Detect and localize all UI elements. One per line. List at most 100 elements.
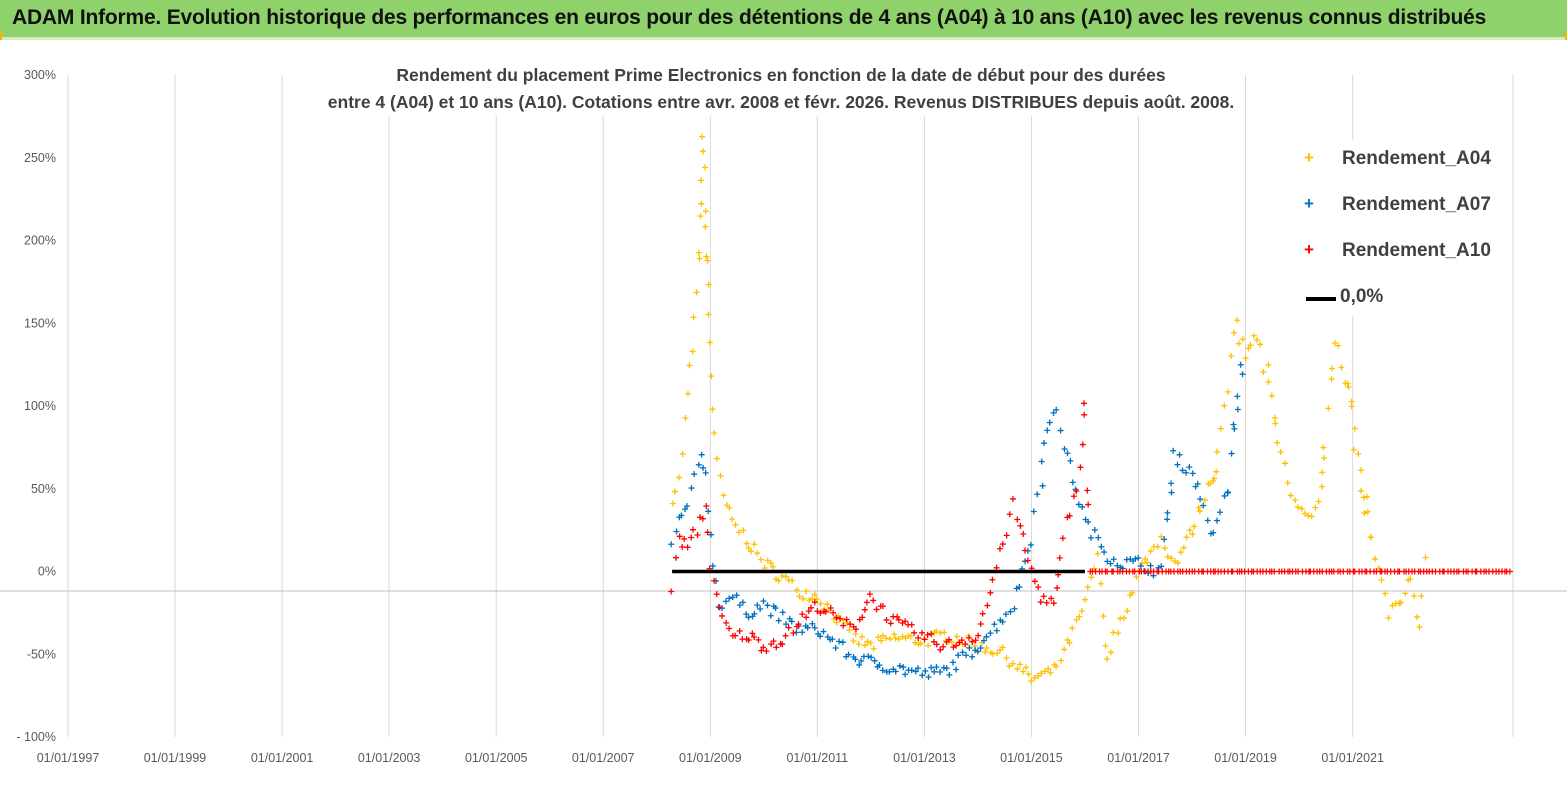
point-rendement-a07	[912, 668, 919, 675]
point-rendement-a04	[1017, 661, 1024, 668]
point-rendement-a04	[1078, 608, 1085, 615]
point-rendement-a04	[846, 627, 853, 634]
legend-item-a10: + Rendement_A10	[1282, 240, 1498, 264]
point-rendement-a10	[726, 625, 733, 632]
point-rendement-a10	[953, 642, 960, 649]
point-rendement-a07	[729, 594, 736, 601]
point-rendement-a07	[865, 653, 872, 660]
point-rendement-a04	[758, 556, 765, 563]
point-rendement-a07	[736, 602, 743, 609]
point-rendement-a04	[796, 593, 803, 600]
point-rendement-a04	[1418, 593, 1425, 600]
point-rendement-a07	[1204, 517, 1211, 524]
point-rendement-a07	[695, 461, 702, 468]
point-rendement-a10	[822, 608, 829, 615]
x-tick-label: 01/01/2007	[572, 751, 635, 765]
point-rendement-a04	[1142, 555, 1149, 562]
point-rendement-a07	[1110, 556, 1117, 563]
point-rendement-a07	[1237, 361, 1244, 368]
point-rendement-a07	[1164, 516, 1171, 523]
point-rendement-a10	[699, 515, 706, 522]
point-rendement-a10	[830, 609, 837, 616]
point-rendement-a07	[700, 464, 707, 471]
point-rendement-a04	[713, 455, 720, 462]
chart-title: Rendement du placement Prime Electronics…	[322, 62, 1240, 116]
point-rendement-a10	[790, 629, 797, 636]
point-rendement-a04	[789, 577, 796, 584]
point-rendement-a04	[875, 634, 882, 641]
y-tick-label: 200%	[24, 234, 56, 248]
point-rendement-a04	[669, 500, 676, 507]
point-rendement-a10	[758, 647, 765, 654]
point-rendement-a04	[775, 577, 782, 584]
point-rendement-a07	[678, 512, 685, 519]
point-rendement-a07	[983, 633, 990, 640]
point-rendement-a04	[941, 629, 948, 636]
point-rendement-a07	[1057, 427, 1064, 434]
point-rendement-a04	[1416, 624, 1423, 631]
point-rendement-a10	[979, 610, 986, 617]
x-tick-label: 01/01/2015	[1000, 751, 1063, 765]
point-rendement-a10	[668, 588, 675, 595]
point-rendement-a04	[1302, 510, 1309, 517]
point-rendement-a04	[1006, 663, 1013, 670]
point-rendement-a04	[720, 492, 727, 499]
point-rendement-a10	[723, 619, 730, 626]
point-rendement-a04	[1321, 455, 1328, 462]
point-rendement-a07	[1087, 534, 1094, 541]
point-rendement-a04	[1177, 549, 1184, 556]
point-rendement-a10	[1073, 488, 1080, 495]
point-rendement-a10	[859, 614, 866, 621]
point-rendement-a07	[702, 469, 709, 476]
point-rendement-a04	[705, 311, 712, 318]
point-rendement-a10	[1054, 584, 1061, 591]
point-rendement-a07	[928, 664, 935, 671]
point-rendement-a10	[911, 629, 918, 636]
point-rendement-a07	[811, 624, 818, 631]
point-rendement-a10	[975, 632, 982, 639]
point-rendement-a10	[672, 554, 679, 561]
point-rendement-a04	[745, 545, 752, 552]
point-rendement-a07	[1164, 509, 1171, 516]
point-rendement-a04	[1073, 616, 1080, 623]
point-rendement-a10	[1059, 535, 1066, 542]
point-rendement-a04	[1358, 487, 1365, 494]
point-rendement-a04	[1028, 678, 1035, 685]
point-rendement-a10	[1080, 400, 1087, 407]
point-rendement-a04	[689, 348, 696, 355]
point-rendement-a04	[679, 450, 686, 457]
point-rendement-a04	[684, 390, 691, 397]
point-rendement-a04	[806, 597, 813, 604]
point-rendement-a04	[1094, 550, 1101, 557]
point-rendement-a04	[1066, 639, 1073, 646]
x-tick-label: 01/01/2013	[893, 751, 956, 765]
point-rendement-a10	[1031, 578, 1038, 585]
point-rendement-a07	[1216, 509, 1223, 516]
point-rendement-a04	[953, 633, 960, 640]
point-rendement-a07	[788, 618, 795, 625]
point-rendement-a10	[1006, 511, 1013, 518]
point-rendement-a07	[1064, 450, 1071, 457]
point-rendement-a10	[945, 636, 952, 643]
point-rendement-a07	[743, 611, 750, 618]
point-rendement-a04	[1364, 508, 1371, 515]
point-rendement-a10	[751, 633, 758, 640]
point-rendement-a04	[1265, 378, 1272, 385]
x-tick-label: 01/01/1997	[37, 751, 100, 765]
point-rendement-a07	[959, 649, 966, 656]
point-rendement-a07	[722, 598, 729, 605]
point-rendement-a07	[767, 612, 774, 619]
y-tick-label: 50%	[31, 482, 56, 496]
point-rendement-a10	[704, 529, 711, 536]
point-rendement-a04	[1221, 402, 1228, 409]
point-rendement-a04	[1103, 656, 1110, 663]
point-rendement-a04	[1382, 590, 1389, 597]
point-rendement-a07	[1176, 451, 1183, 458]
point-rendement-a07	[1075, 501, 1082, 508]
point-rendement-a04	[1358, 467, 1365, 474]
point-rendement-a04	[1009, 660, 1016, 667]
point-rendement-a04	[699, 133, 706, 140]
point-rendement-a07	[1132, 555, 1139, 562]
point-rendement-a07	[698, 451, 705, 458]
point-rendement-a04	[1272, 420, 1279, 427]
